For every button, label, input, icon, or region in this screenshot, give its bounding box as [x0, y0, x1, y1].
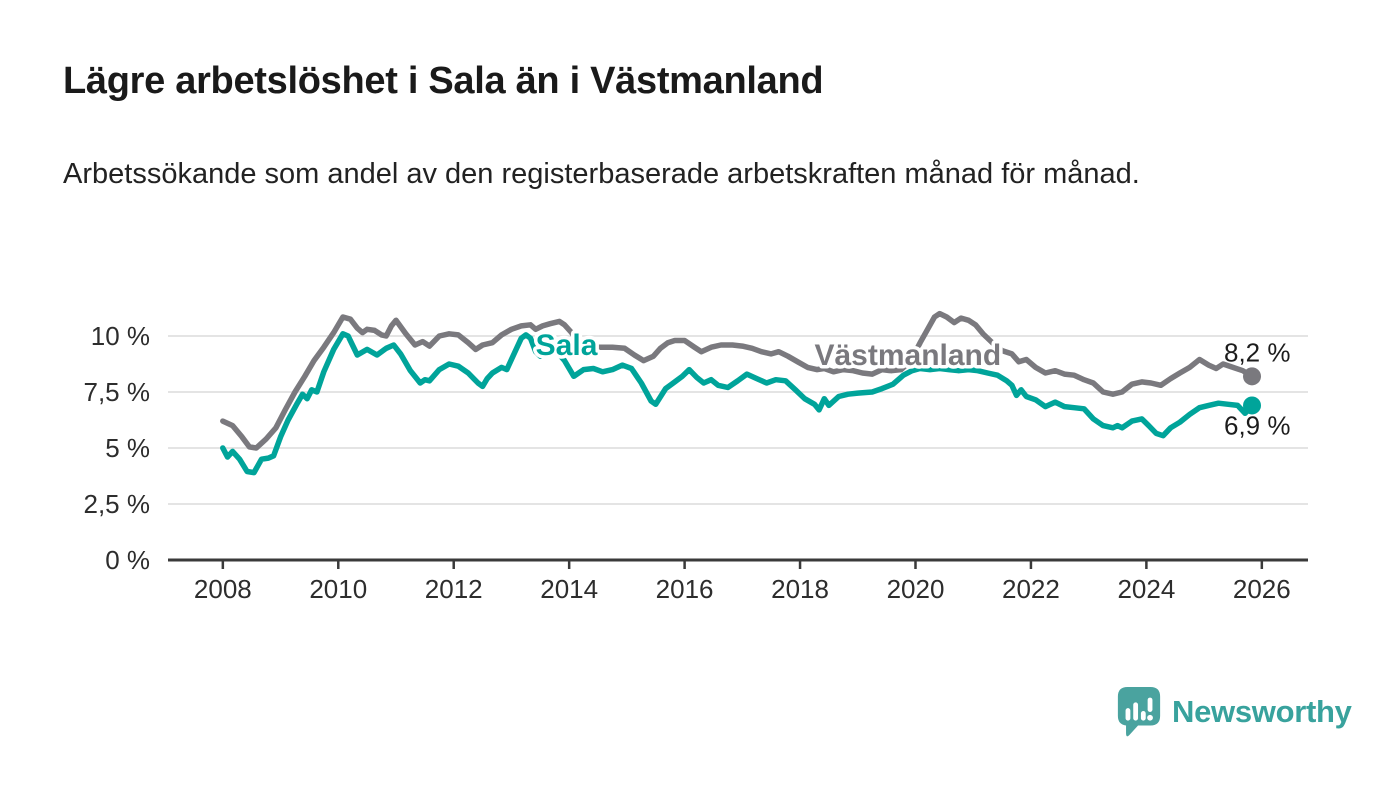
x-axis-tick-label: 2008: [194, 574, 252, 604]
end-value-label-sala: 6,9 %: [1224, 410, 1291, 440]
y-axis-tick-label: 0 %: [105, 545, 150, 575]
x-axis-tick-label: 2026: [1233, 574, 1291, 604]
x-axis-tick-label: 2012: [425, 574, 483, 604]
x-axis-tick-label: 2010: [309, 574, 367, 604]
end-dot-västmanland: [1243, 367, 1262, 386]
page-subtitle: Arbetssökande som andel av den registerb…: [63, 158, 1140, 190]
y-axis-tick-label: 7,5 %: [84, 377, 151, 407]
series-line-sala: [220, 331, 1255, 476]
newsworthy-logo: Newsworthy: [1115, 684, 1352, 740]
end-value-label-västmanland: 8,2 %: [1224, 337, 1291, 367]
x-axis-tick-label: 2024: [1117, 574, 1175, 604]
y-axis-tick-label: 10 %: [91, 321, 150, 351]
x-axis-tick-label: 2022: [1002, 574, 1060, 604]
end-dot-sala: [1243, 396, 1262, 415]
newsworthy-logo-text: Newsworthy: [1172, 694, 1352, 729]
x-axis-tick-label: 2018: [771, 574, 829, 604]
newsworthy-logo-icon: [1117, 687, 1161, 737]
y-axis-tick-label: 5 %: [105, 433, 150, 463]
x-axis-tick-label: 2016: [656, 574, 714, 604]
x-axis-tick-label: 2014: [540, 574, 598, 604]
series-label-sala: Sala: [536, 329, 598, 362]
unemployment-line-chart: 0 % 2,5 % 5 % 7,5 % 10 % 2008 2010 2012 2014 2016…: [84, 310, 1308, 604]
series-label-västmanland: Västmanland: [814, 339, 1001, 372]
y-axis-tick-label: 2,5 %: [84, 489, 151, 519]
series-line-västmanland: [220, 310, 1255, 451]
page-title: Lägre arbetslöshet i Sala än i Västmanla…: [63, 60, 824, 102]
x-axis-tick-label: 2020: [887, 574, 945, 604]
